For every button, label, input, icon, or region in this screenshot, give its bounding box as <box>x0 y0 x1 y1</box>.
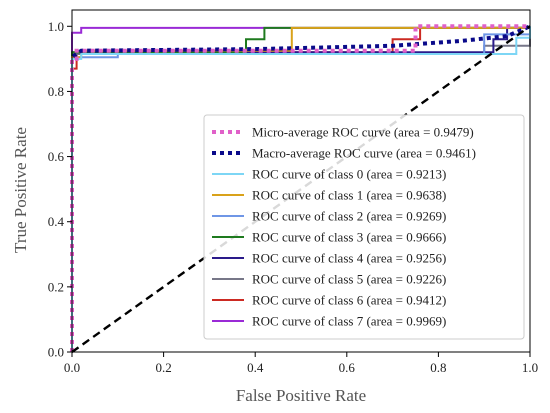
plot-frame <box>71 9 531 353</box>
x-tick-label: 0.6 <box>339 360 356 375</box>
x-tick-label: 0.2 <box>155 360 171 375</box>
axes: 0.0 0.2 0.4 0.6 0.8 1.0 0.0 0.2 0.4 0.6 0.8 1.0 <box>48 9 538 375</box>
x-tick-label: 0.0 <box>64 360 80 375</box>
y-tick-label: 1.0 <box>48 19 64 34</box>
legend-label-8: ROC curve of class 6 (area = 0.9412) <box>252 293 446 308</box>
y-tick-label: 0.8 <box>48 84 64 99</box>
x-tick-label: 0.8 <box>430 360 446 375</box>
legend-box <box>203 114 525 340</box>
y-tick-label: 0.4 <box>48 214 65 229</box>
legend-label-3: ROC curve of class 1 (area = 0.9638) <box>252 188 446 203</box>
y-tick-label: 0.0 <box>48 345 64 360</box>
x-tick-label: 1.0 <box>522 360 538 375</box>
series-line-2 <box>71 26 531 352</box>
legend: Micro-average ROC curve (area = 0.9479) M… <box>203 114 525 340</box>
x-axis-title: False Positive Rate <box>236 386 366 405</box>
legend-label-5: ROC curve of class 3 (area = 0.9666) <box>252 230 446 245</box>
legend-label-6: ROC curve of class 4 (area = 0.9256) <box>252 251 446 266</box>
legend-label-2: ROC curve of class 0 (area = 0.9213) <box>252 167 446 182</box>
chance-diagonal-line <box>71 25 531 353</box>
legend-label-0: Micro-average ROC curve (area = 0.9479) <box>252 125 474 140</box>
x-tick-label: 0.4 <box>247 360 264 375</box>
y-tick-label: 0.6 <box>48 149 65 164</box>
legend-label-1: Macro-average ROC curve (area = 0.9461) <box>252 146 476 161</box>
legend-label-9: ROC curve of class 7 (area = 0.9969) <box>252 314 446 329</box>
series-line-1 <box>70 24 531 352</box>
legend-label-4: ROC curve of class 2 (area = 0.9269) <box>252 209 446 224</box>
legend-label-7: ROC curve of class 5 (area = 0.9226) <box>252 272 446 287</box>
series-line-0 <box>70 24 530 352</box>
y-axis-title: True Positive Rate <box>11 127 30 253</box>
y-tick-label: 0.2 <box>48 279 64 294</box>
